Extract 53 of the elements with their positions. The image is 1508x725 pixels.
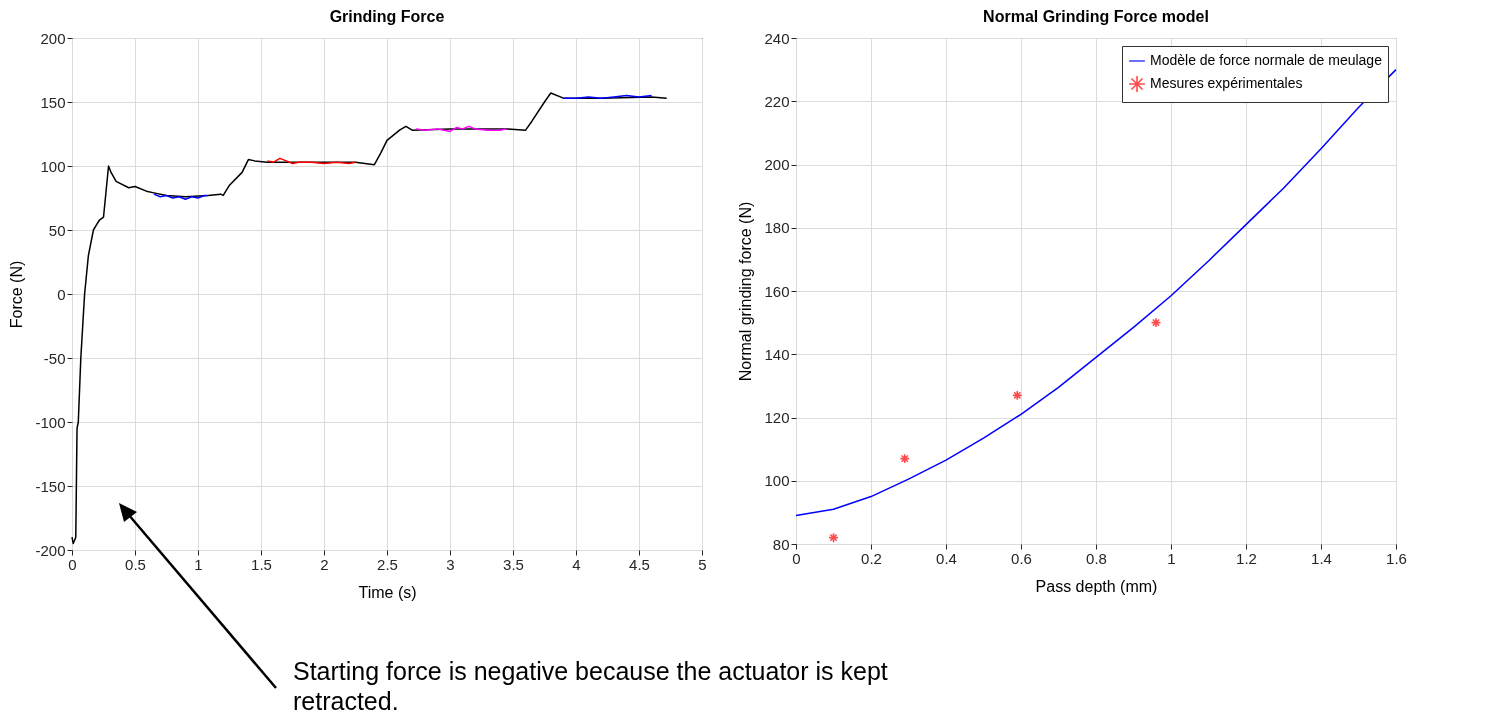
y-tick-label: 180	[764, 219, 790, 237]
point	[828, 532, 839, 543]
x-tick-label: 1.4	[1311, 549, 1332, 567]
x-tick-label: 0	[68, 555, 77, 573]
y-tick-label: -150	[35, 477, 66, 495]
x-tick-label: 0.5	[125, 555, 146, 573]
x-tick-label: 4	[572, 555, 581, 573]
x-tick-label: 2.5	[377, 555, 398, 573]
y-axis-title: Force (N)	[8, 260, 26, 329]
y-tick-label: -200	[35, 541, 66, 559]
y-tick-label: 200	[764, 156, 790, 173]
y-tick-label: 0	[57, 285, 66, 303]
x-axis-title: Time (s)	[358, 583, 417, 601]
point	[1011, 390, 1023, 401]
y-tick-label: 100	[764, 472, 790, 490]
x-tick-label: 1	[1167, 549, 1176, 567]
y-tick-label: 200	[40, 29, 66, 47]
chart-title: Normal Grinding Force model	[983, 8, 1209, 25]
x-axis-title: Pass depth (mm)	[1035, 577, 1158, 595]
legend-label: Modèle de force normale de meulage	[1150, 52, 1383, 68]
y-tick-label: 100	[40, 157, 66, 175]
line-series	[71, 92, 668, 545]
x-tick-label: 0.2	[861, 549, 882, 567]
y-tick-label: -50	[43, 349, 66, 367]
x-tick-label: 1.6	[1386, 549, 1407, 567]
x-tick-label: 3	[446, 555, 455, 573]
point	[899, 453, 911, 464]
x-tick-label: 0	[792, 549, 801, 567]
y-axis-title: Normal grinding force (N)	[737, 201, 755, 382]
y-tick-label: 150	[40, 93, 66, 111]
x-tick-label: 3.5	[503, 555, 524, 573]
x-tick-label: 1	[194, 555, 203, 573]
x-tick-label: 1.5	[251, 555, 272, 573]
y-tick-label: 50	[48, 221, 66, 239]
x-tick-label: 0.8	[1086, 549, 1107, 567]
point	[1150, 317, 1162, 328]
y-tick-label: 140	[764, 345, 790, 363]
y-tick-label: 160	[764, 282, 790, 300]
x-tick-label: 0.6	[1011, 549, 1032, 567]
text: Starting force is negative because the actuator is kept retracted.	[293, 656, 889, 716]
line-series	[795, 68, 1397, 517]
chart-title: Grinding Force	[329, 8, 445, 25]
y-tick-label: -100	[35, 413, 66, 431]
y-tick-label: 80	[772, 535, 790, 553]
y-tick-label: 120	[764, 409, 790, 426]
y-tick-label: 240	[764, 29, 790, 47]
x-tick-label: 4.5	[629, 555, 650, 573]
x-tick-label: 5	[698, 555, 707, 573]
x-tick-label: 0.4	[936, 549, 957, 567]
legend-label: Mesures expérimentales	[1150, 75, 1303, 91]
y-tick-label: 220	[764, 92, 790, 110]
x-tick-label: 2	[320, 555, 329, 573]
x-tick-label: 1.2	[1236, 549, 1257, 567]
